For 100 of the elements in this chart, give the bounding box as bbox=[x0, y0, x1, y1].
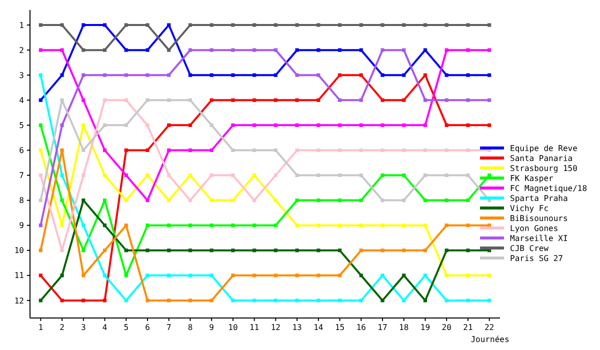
point bbox=[274, 23, 278, 27]
point bbox=[102, 274, 107, 278]
point bbox=[359, 73, 363, 77]
point bbox=[210, 148, 214, 152]
point bbox=[359, 274, 363, 278]
x-tick-label: 19 bbox=[420, 323, 430, 332]
point bbox=[38, 98, 42, 102]
point bbox=[102, 198, 107, 202]
point bbox=[359, 123, 363, 127]
point bbox=[38, 248, 42, 252]
x-tick-label: 16 bbox=[356, 323, 366, 332]
point bbox=[102, 98, 107, 102]
point bbox=[82, 274, 86, 278]
point bbox=[102, 173, 107, 178]
point bbox=[295, 98, 299, 102]
point bbox=[167, 274, 171, 278]
point bbox=[380, 123, 384, 127]
point bbox=[380, 248, 384, 252]
point bbox=[38, 48, 42, 52]
point bbox=[167, 23, 171, 27]
point bbox=[231, 198, 235, 202]
point bbox=[274, 198, 278, 202]
point bbox=[82, 23, 86, 27]
point bbox=[60, 48, 64, 52]
point bbox=[146, 274, 150, 278]
point bbox=[231, 274, 235, 278]
point bbox=[146, 123, 150, 127]
point bbox=[82, 298, 86, 302]
point bbox=[488, 123, 492, 127]
point bbox=[82, 123, 86, 127]
point bbox=[82, 173, 86, 178]
point bbox=[295, 248, 299, 252]
point bbox=[444, 23, 448, 27]
point bbox=[82, 224, 86, 228]
point bbox=[38, 298, 42, 302]
point bbox=[188, 298, 192, 302]
point bbox=[60, 274, 64, 278]
y-tick-label: 2 bbox=[19, 46, 24, 55]
point bbox=[124, 173, 128, 178]
point bbox=[124, 224, 128, 228]
point bbox=[146, 248, 150, 252]
point bbox=[359, 23, 363, 27]
point bbox=[124, 248, 128, 252]
point bbox=[38, 23, 42, 27]
point bbox=[102, 73, 107, 77]
point bbox=[295, 173, 299, 178]
point bbox=[210, 123, 214, 127]
point bbox=[102, 23, 107, 27]
point bbox=[316, 198, 320, 202]
point bbox=[380, 224, 384, 228]
point bbox=[338, 248, 342, 252]
x-tick-label: 17 bbox=[378, 323, 388, 332]
point bbox=[60, 23, 64, 27]
point bbox=[38, 73, 42, 77]
point bbox=[316, 48, 320, 52]
point bbox=[124, 148, 128, 152]
point bbox=[102, 48, 107, 52]
point bbox=[359, 248, 363, 252]
x-tick-label: 7 bbox=[166, 323, 172, 332]
point bbox=[466, 298, 470, 302]
point bbox=[146, 48, 150, 52]
point bbox=[231, 298, 235, 302]
point bbox=[124, 274, 128, 278]
point bbox=[188, 173, 192, 178]
point bbox=[167, 224, 171, 228]
legend-label: CJB Crew bbox=[510, 244, 549, 253]
point bbox=[231, 48, 235, 52]
point bbox=[380, 98, 384, 102]
legend-label: FK Kasper bbox=[510, 174, 554, 183]
point bbox=[402, 48, 406, 52]
point bbox=[210, 173, 214, 178]
point bbox=[252, 224, 256, 228]
point bbox=[359, 173, 363, 178]
point bbox=[231, 224, 235, 228]
point bbox=[210, 248, 214, 252]
point bbox=[188, 224, 192, 228]
point bbox=[295, 198, 299, 202]
point bbox=[380, 274, 384, 278]
legend-label: BiBisounours bbox=[510, 214, 568, 223]
point bbox=[188, 73, 192, 77]
point bbox=[444, 224, 448, 228]
point bbox=[338, 123, 342, 127]
point bbox=[402, 298, 406, 302]
point bbox=[466, 123, 470, 127]
point bbox=[167, 98, 171, 102]
point bbox=[252, 298, 256, 302]
point bbox=[124, 73, 128, 77]
y-tick-label: 6 bbox=[19, 146, 24, 156]
point bbox=[82, 198, 86, 202]
x-tick-label: 12 bbox=[270, 323, 281, 332]
point bbox=[316, 73, 320, 77]
point bbox=[60, 123, 64, 127]
point bbox=[423, 23, 428, 27]
point bbox=[210, 298, 214, 302]
point bbox=[252, 73, 256, 77]
point bbox=[167, 148, 171, 152]
point bbox=[188, 148, 192, 152]
legend-label: Equipe de Reve bbox=[510, 144, 578, 153]
point bbox=[210, 73, 214, 77]
point bbox=[402, 123, 406, 127]
